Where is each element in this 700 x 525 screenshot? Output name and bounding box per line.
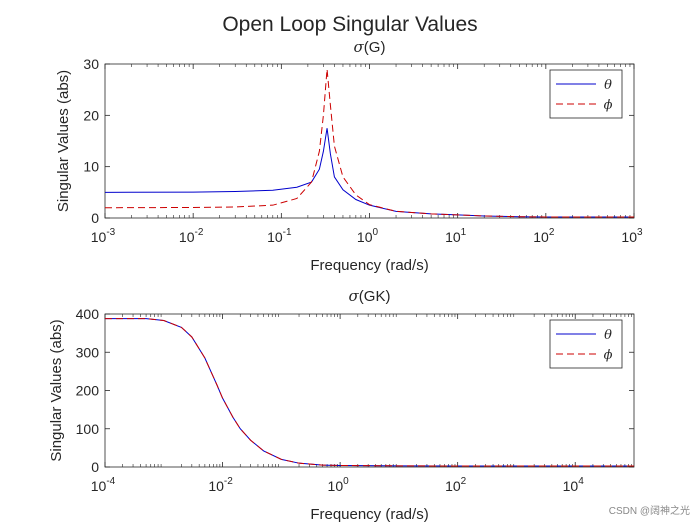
x-tick-exponent: -1 bbox=[283, 227, 292, 238]
y-tick-label: 300 bbox=[76, 344, 100, 360]
legend-entry: ϕ bbox=[604, 348, 613, 363]
y-tick-label: 100 bbox=[76, 421, 100, 437]
title-sigma: σ bbox=[354, 38, 365, 56]
x-tick-label: 10-2 bbox=[179, 227, 204, 245]
x-axis-label: Frequency (rad/s) bbox=[310, 257, 428, 274]
x-tick-exponent: -4 bbox=[106, 476, 115, 487]
x-tick-exponent: -2 bbox=[224, 476, 233, 487]
axes-title: σ(GK) bbox=[349, 287, 391, 305]
legend-box bbox=[549, 69, 623, 119]
x-tick-label: 10-3 bbox=[91, 227, 116, 245]
watermark: CSDN @阔神之光 bbox=[608, 506, 690, 517]
x-tick-base: 10 bbox=[445, 478, 461, 494]
x-axis-label: Frequency (rad/s) bbox=[310, 506, 428, 523]
x-tick-base: 10 bbox=[533, 229, 549, 245]
x-tick-base: 10 bbox=[357, 229, 373, 245]
y-tick-label: 200 bbox=[76, 383, 100, 399]
y-tick-label: 0 bbox=[91, 459, 99, 475]
title-sigma: σ bbox=[349, 287, 360, 305]
legend-entry: θ bbox=[604, 328, 612, 343]
x-tick-base: 10 bbox=[91, 229, 107, 245]
x-tick-label: 103 bbox=[621, 227, 643, 245]
x-tick-base: 10 bbox=[621, 229, 637, 245]
x-tick-label: 100 bbox=[357, 227, 379, 245]
legend-entry: θ bbox=[604, 78, 612, 93]
x-tick-base: 10 bbox=[179, 229, 195, 245]
x-tick-base: 10 bbox=[328, 478, 344, 494]
x-tick-label: 102 bbox=[445, 476, 467, 494]
x-tick-exponent: 1 bbox=[461, 227, 467, 238]
title-arg: (GK) bbox=[359, 288, 391, 305]
x-tick-label: 102 bbox=[533, 227, 555, 245]
x-tick-base: 10 bbox=[208, 478, 224, 494]
y-tick-label: 400 bbox=[76, 306, 100, 322]
x-tick-exponent: -2 bbox=[195, 227, 204, 238]
series-phi-line bbox=[105, 318, 634, 467]
x-tick-label: 101 bbox=[445, 227, 467, 245]
x-tick-exponent: 0 bbox=[373, 227, 379, 238]
x-tick-exponent: 0 bbox=[343, 476, 349, 487]
x-tick-base: 10 bbox=[267, 229, 283, 245]
axes-title: σ(G) bbox=[354, 38, 386, 56]
x-tick-label: 10-4 bbox=[91, 476, 116, 494]
y-tick-label: 30 bbox=[83, 56, 99, 72]
legend-box bbox=[549, 319, 623, 369]
title-arg: (G) bbox=[364, 39, 386, 56]
x-tick-label: 104 bbox=[563, 476, 585, 494]
legend-entry: ϕ bbox=[604, 98, 613, 113]
y-tick-label: 0 bbox=[91, 210, 99, 226]
figure-title: Open Loop Singular Values bbox=[222, 13, 477, 36]
axes-top: 10-3 10-2 10-1 100 101 102 1030102030θϕσ(G)Fre… bbox=[55, 38, 643, 274]
x-tick-base: 10 bbox=[563, 478, 579, 494]
y-axis-label: Singular Values (abs) bbox=[48, 319, 65, 461]
x-tick-label: 10-2 bbox=[208, 476, 233, 494]
axes-bottom: 10-4 10-2 100 102 1040100200300400θϕσ(GK)Fre… bbox=[48, 287, 635, 523]
x-tick-exponent: 4 bbox=[578, 476, 584, 487]
x-tick-exponent: 2 bbox=[461, 476, 467, 487]
x-tick-exponent: -3 bbox=[106, 227, 115, 238]
y-tick-label: 20 bbox=[83, 107, 99, 123]
x-tick-exponent: 3 bbox=[637, 227, 643, 238]
x-tick-label: 10-1 bbox=[267, 227, 292, 245]
x-tick-base: 10 bbox=[91, 478, 107, 494]
x-tick-base: 10 bbox=[445, 229, 461, 245]
y-tick-label: 10 bbox=[83, 159, 99, 175]
y-axis-label: Singular Values (abs) bbox=[55, 70, 72, 212]
series-phi-line bbox=[105, 69, 634, 218]
x-tick-exponent: 2 bbox=[549, 227, 555, 238]
x-tick-label: 100 bbox=[328, 476, 350, 494]
